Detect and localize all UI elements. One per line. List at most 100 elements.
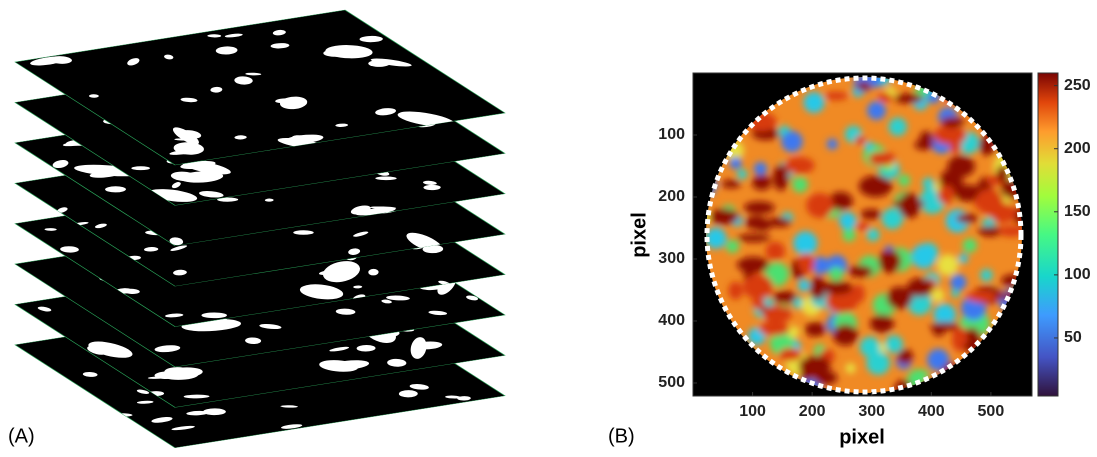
pore xyxy=(409,383,429,390)
blob xyxy=(765,241,785,261)
blob xyxy=(736,234,771,243)
pore xyxy=(201,312,227,319)
slice-background xyxy=(14,9,506,166)
pore xyxy=(180,97,198,103)
blob xyxy=(933,303,956,326)
y-tick-label: 400 xyxy=(658,312,685,329)
pore xyxy=(136,389,150,394)
pore xyxy=(418,117,436,124)
blob xyxy=(959,316,972,329)
pore xyxy=(169,148,203,155)
blob xyxy=(753,162,768,176)
colorbar-tick-label: 200 xyxy=(1064,140,1091,157)
axes: 100 200 300 400 500 100 200 300 400 500 50 100 150 20… xyxy=(658,77,1091,420)
pore xyxy=(368,268,379,276)
roi-circle xyxy=(704,75,1024,395)
pore xyxy=(293,230,314,235)
blob xyxy=(828,191,853,211)
pore xyxy=(82,371,98,377)
blob xyxy=(728,281,743,300)
blob xyxy=(892,199,926,208)
pore xyxy=(127,58,140,66)
pore xyxy=(210,86,223,93)
blob xyxy=(888,117,907,136)
pore xyxy=(87,345,107,355)
pore xyxy=(136,400,154,404)
blob xyxy=(914,140,935,150)
pore xyxy=(413,341,443,350)
pore xyxy=(466,295,479,301)
pore xyxy=(381,299,392,304)
blob xyxy=(826,138,838,150)
blob xyxy=(886,286,913,310)
pore xyxy=(329,346,350,352)
pore xyxy=(170,195,186,200)
blob xyxy=(951,326,968,352)
pore xyxy=(445,395,461,399)
pore xyxy=(353,285,363,289)
pore xyxy=(387,358,407,367)
pore xyxy=(318,268,353,276)
blob xyxy=(829,266,844,281)
pore xyxy=(423,184,441,191)
blob xyxy=(762,306,792,324)
colorbar xyxy=(1037,72,1059,397)
pore xyxy=(428,310,448,316)
x-tick-label: 500 xyxy=(978,403,1005,420)
blob xyxy=(842,228,856,242)
blob xyxy=(931,288,945,303)
blob xyxy=(767,217,792,228)
pore xyxy=(105,186,126,193)
blob xyxy=(758,321,790,336)
blob xyxy=(897,348,913,365)
pore xyxy=(88,94,99,98)
blob xyxy=(821,281,853,295)
blob xyxy=(856,81,872,91)
pore xyxy=(264,198,274,202)
blob xyxy=(845,363,856,374)
blob xyxy=(997,225,1022,237)
y-tick-label: 500 xyxy=(658,374,685,391)
blob xyxy=(870,314,894,333)
pore xyxy=(386,295,410,301)
pore xyxy=(280,405,298,408)
pore xyxy=(348,248,361,255)
y-tick-label: 300 xyxy=(658,250,685,267)
pore xyxy=(154,345,181,353)
pore xyxy=(375,176,397,181)
blob xyxy=(894,93,924,104)
blob xyxy=(797,279,811,292)
blob xyxy=(824,91,848,101)
blob xyxy=(721,179,742,189)
blob xyxy=(866,351,890,375)
blob xyxy=(752,298,765,310)
pore xyxy=(89,170,122,178)
y-axis-label: pixel xyxy=(628,212,650,258)
blob xyxy=(743,201,775,215)
pore xyxy=(422,244,444,254)
blob xyxy=(736,256,770,273)
pore xyxy=(217,197,239,202)
pore xyxy=(44,228,57,231)
x-tick-label: 400 xyxy=(918,403,945,420)
pore xyxy=(215,46,238,55)
blob xyxy=(907,290,932,316)
pore xyxy=(49,56,72,64)
pore xyxy=(234,76,253,85)
blob xyxy=(867,101,886,120)
colorbar-tick-label: 100 xyxy=(1064,266,1091,283)
blob xyxy=(793,231,818,256)
blob xyxy=(962,238,977,253)
pore xyxy=(359,35,383,43)
blob xyxy=(781,130,803,153)
x-tick-label: 100 xyxy=(739,403,766,420)
blob xyxy=(784,156,815,175)
blob xyxy=(798,355,831,377)
blob xyxy=(965,290,997,303)
pore xyxy=(375,108,396,116)
blob xyxy=(868,151,896,166)
panel-label: (B) xyxy=(608,425,635,447)
pore xyxy=(37,306,52,312)
blob xyxy=(753,219,772,232)
